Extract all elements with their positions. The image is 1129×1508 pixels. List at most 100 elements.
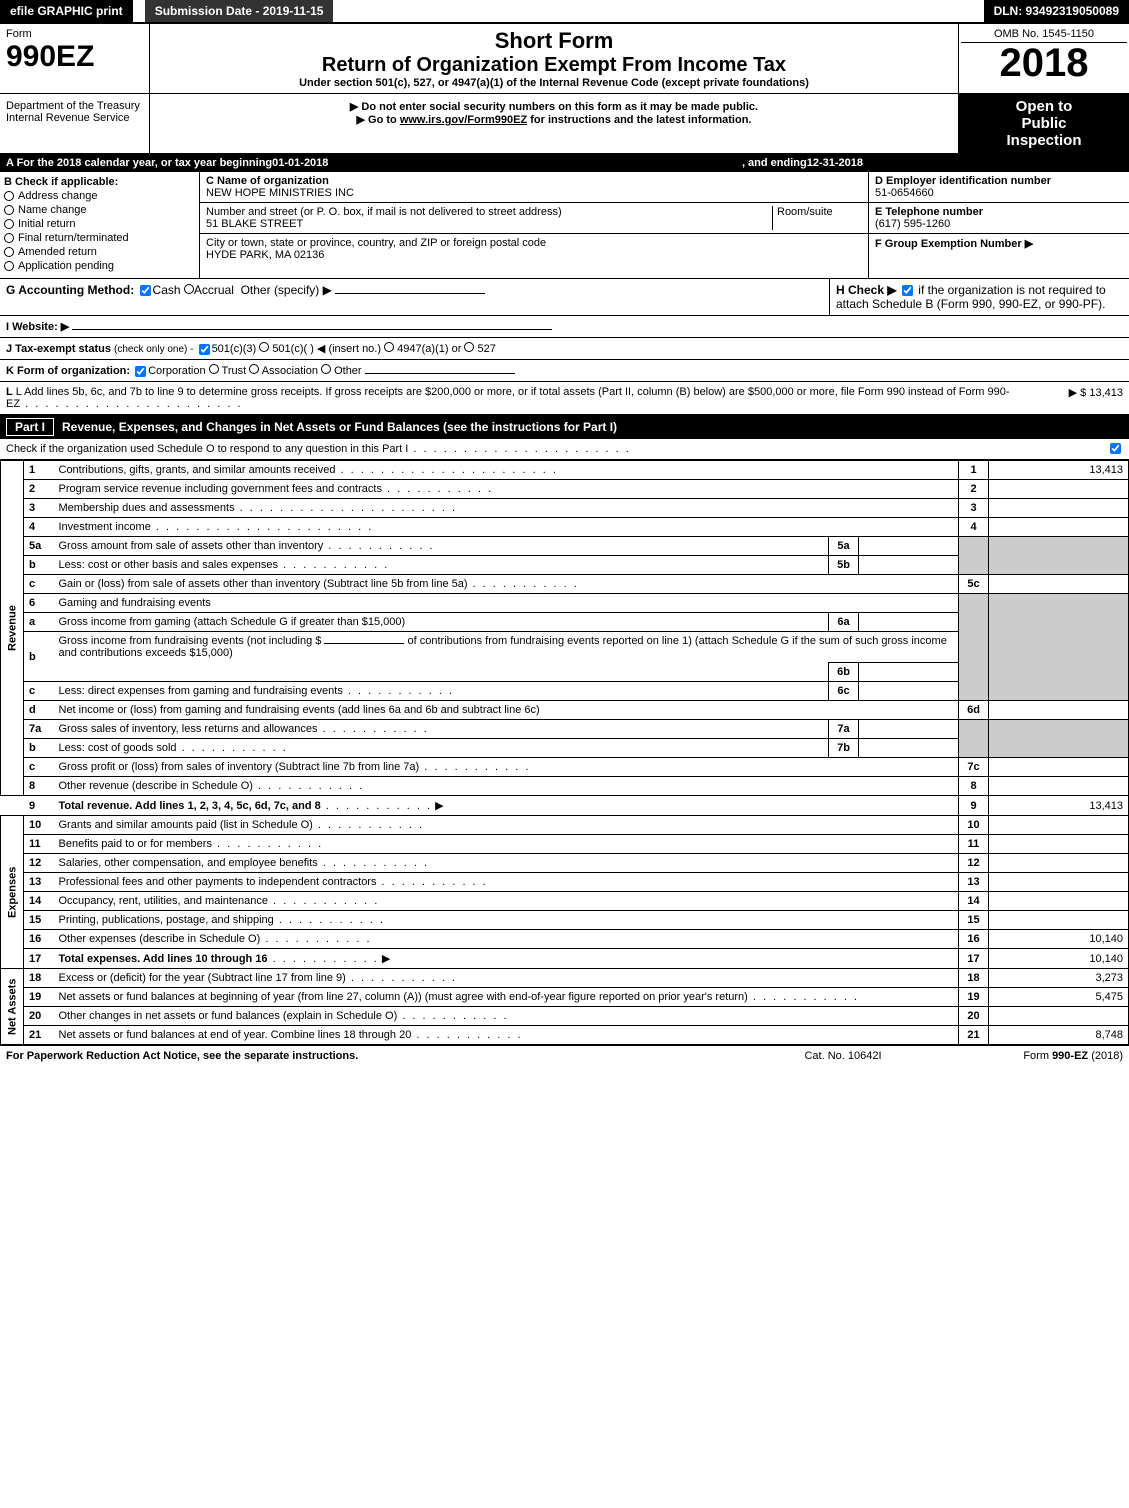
part-1-title: Revenue, Expenses, and Changes in Net As… [62,420,617,434]
phone-label: E Telephone number [875,206,983,218]
chk-schedule-o[interactable] [1110,443,1121,454]
l-amount: ▶ $ 13,413 [1013,386,1123,410]
chk-501c3[interactable] [199,344,210,355]
street-label: Number and street (or P. O. box, if mail… [206,206,562,218]
line-9-value: 13,413 [989,796,1129,816]
entity-info: B Check if applicable: Address change Na… [0,172,1129,279]
line-6b-value [859,663,959,682]
h-label: H Check ▶ [836,283,897,297]
line-20-value [989,1007,1129,1026]
k-label: K Form of organization: [6,365,130,377]
form-number: 990EZ [6,40,143,74]
period-label: A For the 2018 calendar year, or tax yea… [6,157,272,169]
line-7a-value [859,720,959,739]
open-to: Open to [963,98,1125,115]
chk-501c[interactable] [259,342,269,352]
footer-cat-no: Cat. No. 10642I [743,1050,943,1062]
section-revenue: Revenue [1,461,24,796]
form-title: Return of Organization Exempt From Incom… [158,54,950,77]
topbar: efile GRAPHIC print Submission Date - 20… [0,0,1129,24]
room-label: Room/suite [777,206,833,218]
website-field[interactable] [72,329,552,330]
chk-amended-return[interactable]: Amended return [4,246,195,258]
public: Public [963,115,1125,132]
line-12-value [989,854,1129,873]
inspection: Inspection [963,132,1125,149]
section-net-assets: Net Assets [1,969,24,1045]
dept-row: Department of the Treasury Internal Reve… [0,94,1129,154]
page-footer: For Paperwork Reduction Act Notice, see … [0,1045,1129,1066]
chk-trust[interactable] [209,364,219,374]
chk-4947[interactable] [384,342,394,352]
part-1-table: Revenue 1 Contributions, gifts, grants, … [0,460,1129,1045]
period-end: 12-31-2018 [807,157,863,169]
line-4-value [989,518,1129,537]
i-label: I Website: ▶ [6,321,69,333]
submission-date-button[interactable]: Submission Date - 2019-11-15 [145,0,334,22]
form-subtitle: Under section 501(c), 527, or 4947(a)(1)… [158,77,950,89]
group-exemption-label: F Group Exemption Number ▶ [875,238,1033,250]
line-17-value: 10,140 [989,949,1129,969]
g-label: G Accounting Method: [6,283,134,297]
form-header: Form 990EZ Short Form Return of Organiza… [0,24,1129,94]
ein-label: D Employer identification number [875,175,1051,187]
box-b-title: B Check if applicable: [4,176,195,188]
footer-form-ref: Form 990-EZ (2018) [943,1050,1123,1062]
irs-link[interactable]: www.irs.gov/Form990EZ [400,114,527,126]
org-name: NEW HOPE MINISTRIES INC [206,187,354,199]
line-5a-value [859,537,959,556]
instructions-link-line: ▶ Go to www.irs.gov/Form990EZ for instru… [156,113,952,126]
line-1-value: 13,413 [989,461,1129,480]
org-city: HYDE PARK, MA 02136 [206,249,324,261]
j-label: J Tax-exempt status [6,343,111,355]
chk-h[interactable] [902,285,913,296]
line-5c-value [989,575,1129,594]
efile-print-button[interactable]: efile GRAPHIC print [0,0,135,22]
line-7c-value [989,758,1129,777]
line-6c-value [859,682,959,701]
tax-period-row: A For the 2018 calendar year, or tax yea… [0,154,1129,172]
line-18-value: 3,273 [989,969,1129,988]
warning-ssn: ▶ Do not enter social security numbers o… [156,100,952,113]
line-8-value [989,777,1129,796]
line-11-value [989,835,1129,854]
chk-other-org[interactable] [321,364,331,374]
short-form-title: Short Form [158,28,950,54]
part-1-check-note: Check if the organization used Schedule … [6,443,1108,455]
line-6d-value [989,701,1129,720]
chk-accrual[interactable] [184,284,194,294]
ein-value: 51-0654660 [875,187,934,199]
chk-initial-return[interactable]: Initial return [4,218,195,230]
line-5b-value [859,556,959,575]
line-3-value [989,499,1129,518]
chk-corporation[interactable] [135,366,146,377]
section-expenses: Expenses [1,816,24,969]
line-14-value [989,892,1129,911]
line-6a-value [859,613,959,632]
part-1-header: Part I Revenue, Expenses, and Changes in… [0,415,1129,439]
line-10-value [989,816,1129,835]
period-begin: 01-01-2018 [272,157,328,169]
line-21-value: 8,748 [989,1026,1129,1045]
chk-association[interactable] [249,364,259,374]
part-1-label: Part I [6,418,54,436]
chk-527[interactable] [464,342,474,352]
chk-cash[interactable] [140,285,151,296]
footer-left: For Paperwork Reduction Act Notice, see … [6,1050,743,1062]
chk-application-pending[interactable]: Application pending [4,260,195,272]
period-mid: , and ending [742,157,807,169]
dln-label: DLN: 93492319050089 [984,0,1129,22]
chk-address-change[interactable]: Address change [4,190,195,202]
line-13-value [989,873,1129,892]
tax-year: 2018 [961,43,1127,83]
dept-treasury: Department of the Treasury [6,100,143,112]
chk-name-change[interactable]: Name change [4,204,195,216]
chk-final-return[interactable]: Final return/terminated [4,232,195,244]
line-2-value [989,480,1129,499]
dept-irs: Internal Revenue Service [6,112,143,124]
line-16-value: 10,140 [989,930,1129,949]
form-word: Form [6,28,143,40]
org-street: 51 BLAKE STREET [206,218,303,230]
line-7b-value [859,739,959,758]
line-19-value: 5,475 [989,988,1129,1007]
